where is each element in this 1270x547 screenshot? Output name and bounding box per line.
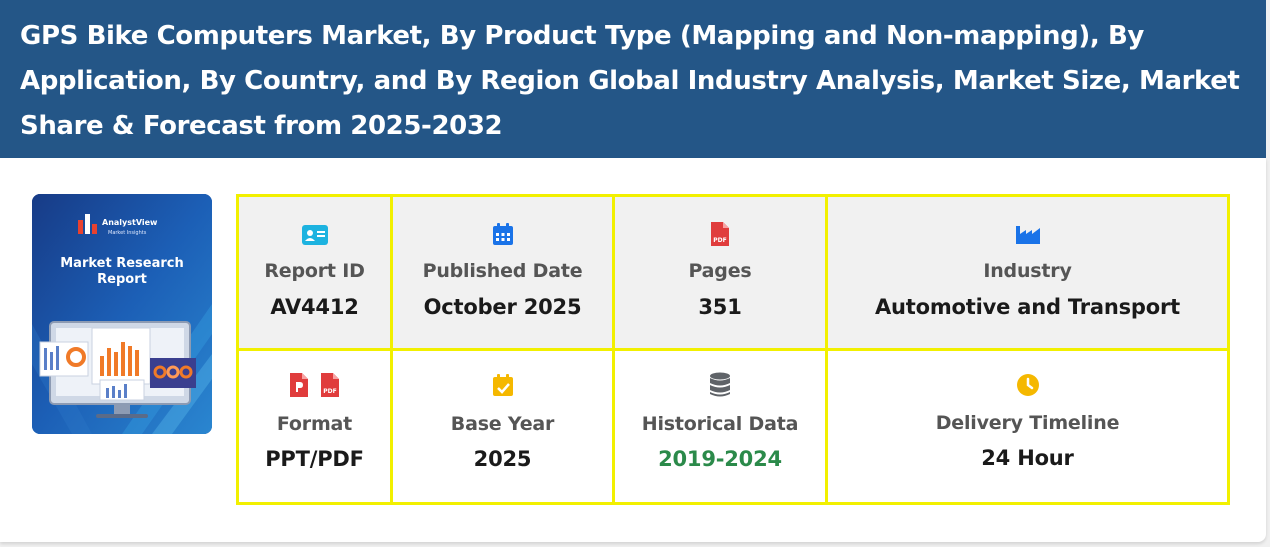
clock-icon <box>1016 374 1039 396</box>
format-label: Format <box>276 413 353 435</box>
delivery-timeline-label: Delivery Timeline <box>935 412 1120 434</box>
delivery-timeline-cell: Delivery Timeline 24 Hour <box>825 348 1230 505</box>
database-icon <box>710 372 730 397</box>
published-date-value: October 2025 <box>423 295 582 319</box>
pages-value: 351 <box>698 295 742 319</box>
report-id-label: Report ID <box>264 260 365 282</box>
brand-name: AnalystView <box>102 218 158 227</box>
published-date-label: Published Date <box>422 260 583 282</box>
historical-data-value: 2019-2024 <box>658 447 782 471</box>
published-date-cell: Published Date October 2025 <box>390 194 615 351</box>
report-cover-image: AnalystView Market Insights Market Resea… <box>32 194 212 434</box>
industry-value: Automotive and Transport <box>875 295 1180 319</box>
format-value: PPT/PDF <box>265 447 364 471</box>
id-card-icon <box>301 225 328 245</box>
report-info-grid: Report ID AV4412 Published Date October … <box>236 194 1230 505</box>
historical-data-cell: Historical Data 2019-2024 <box>612 348 828 505</box>
pages-cell: PDF Pages 351 <box>612 194 828 351</box>
delivery-timeline-value: 24 Hour <box>981 446 1074 470</box>
base-year-value: 2025 <box>473 447 532 471</box>
calendar-check-icon <box>492 374 513 396</box>
pages-label: Pages <box>688 260 752 282</box>
page-header: GPS Bike Computers Market, By Product Ty… <box>0 0 1266 158</box>
report-cover-illustration: AnalystView Market Insights Market Resea… <box>32 194 212 434</box>
base-year-label: Base Year <box>450 413 555 435</box>
report-id-cell: Report ID AV4412 <box>236 194 393 351</box>
page-title: GPS Bike Computers Market, By Product Ty… <box>20 21 1240 141</box>
report-id-value: AV4412 <box>270 295 359 319</box>
report-info-card: AnalystView Market Insights Market Resea… <box>0 158 1266 542</box>
calendar-icon <box>492 223 513 245</box>
svg-text:PDF: PDF <box>323 388 336 395</box>
industry-label: Industry <box>983 260 1072 282</box>
svg-text:PDF: PDF <box>713 237 726 244</box>
brand-subtitle: Market Insights <box>108 230 147 236</box>
pdf-file-icon: PDF <box>320 373 339 397</box>
industry-cell: Industry Automotive and Transport <box>825 194 1230 351</box>
brand-logo <box>78 214 97 234</box>
industry-icon <box>1015 226 1040 244</box>
pdf-file-icon: PDF <box>711 222 729 246</box>
base-year-cell: Base Year 2025 <box>390 348 615 505</box>
ppt-file-icon <box>289 373 308 397</box>
format-cell: PDF Format PPT/PDF <box>236 348 393 505</box>
cover-title-line1: Market Research <box>60 256 184 271</box>
historical-data-label: Historical Data <box>641 413 799 435</box>
cover-title-line2: Report <box>97 272 147 287</box>
